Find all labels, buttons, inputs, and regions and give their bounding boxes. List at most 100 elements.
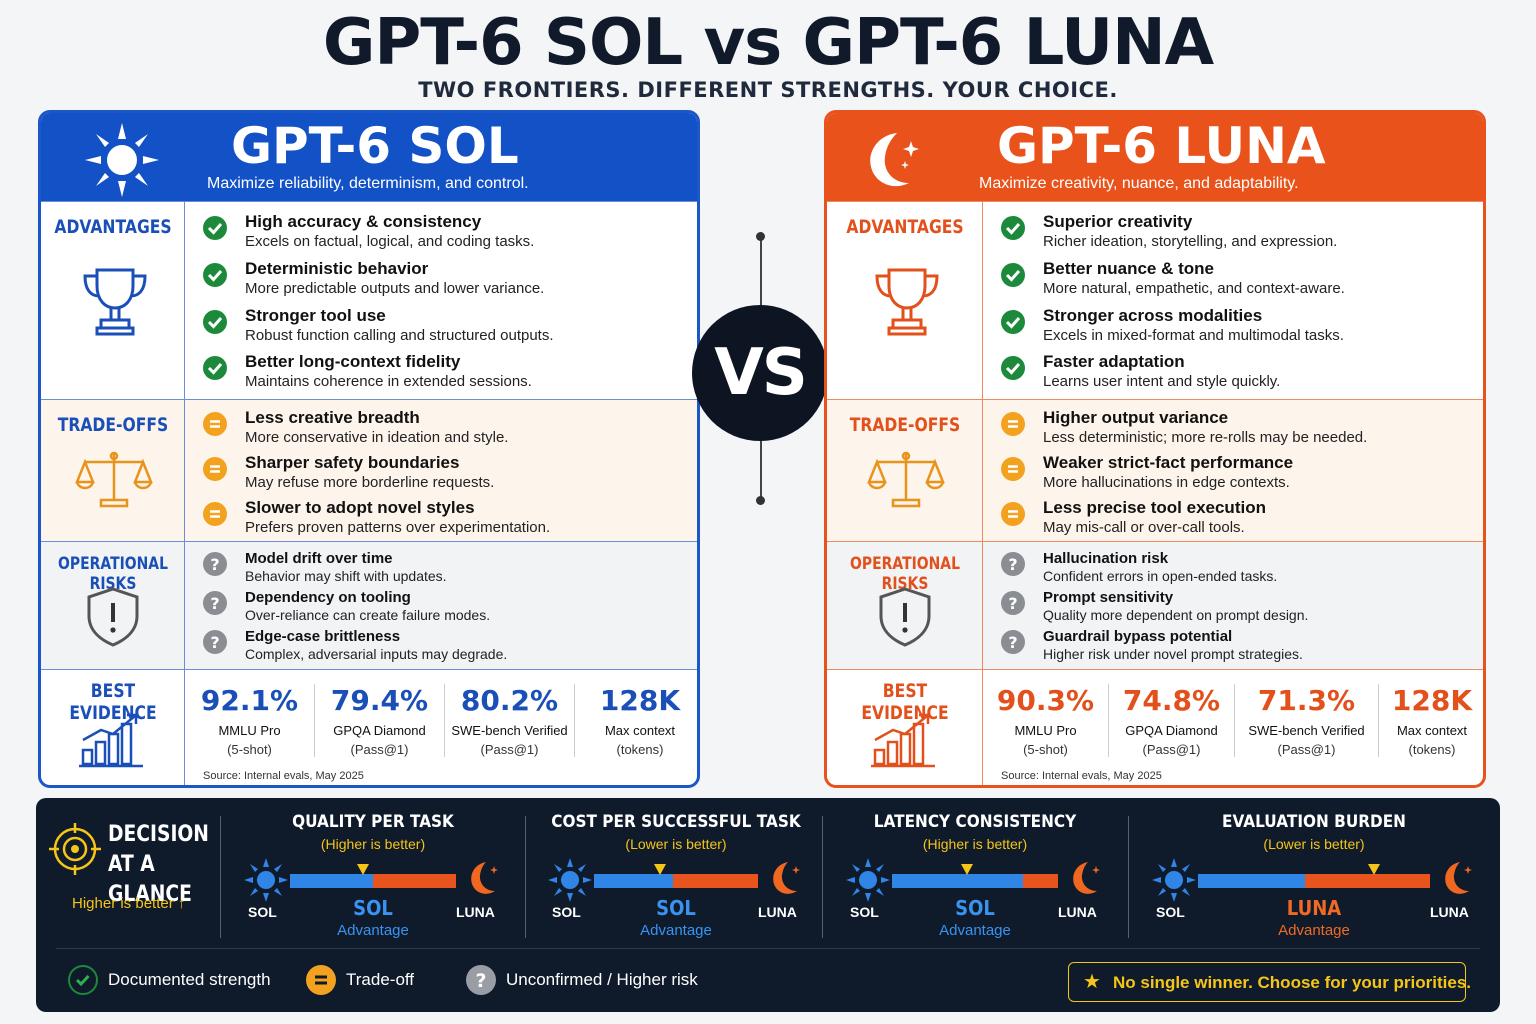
check-icon: [203, 216, 227, 240]
question-icon: ?: [203, 591, 227, 615]
check-icon: [203, 263, 227, 287]
metric-advantage: Advantage: [939, 922, 1011, 939]
metric-advantage: Advantage: [337, 922, 409, 939]
svg-text:?: ?: [1008, 594, 1017, 613]
sol-risks-section: OPERATIONAL RISKS ? Model drift over tim…: [41, 541, 697, 669]
luna-label: LUNA: [1430, 904, 1469, 920]
check-icon: [1001, 263, 1025, 287]
sol-label: SOL: [248, 904, 277, 920]
sol-card: GPT-6 SOL Maximize reliability, determin…: [38, 110, 700, 788]
metric-hint: (Lower is better): [1263, 836, 1365, 852]
decision-panel: DECISION AT A GLANCE Higher is better ↑ Q…: [36, 798, 1500, 1012]
luna-label: LUNA: [1058, 904, 1097, 920]
metric-title: COST PER SUCCESSFUL TASK: [551, 812, 801, 832]
metric-title: EVALUATION BURDEN: [1221, 812, 1406, 832]
vs-line-dot: [756, 496, 765, 505]
vs-line-dot: [756, 232, 765, 241]
question-icon: ?: [203, 630, 227, 654]
luna-tradeoffs-section: TRADE-OFFS Higher output variance Less d…: [827, 399, 1483, 541]
decision-metric: EVALUATION BURDEN (Lower is better) SOL LUN…: [1134, 798, 1494, 948]
sol-evidence-stat: 79.4% GPQA Diamond (Pass@1): [315, 684, 445, 757]
sun-icon: [846, 858, 890, 907]
decision-at-a-glance: DECISION AT A GLANCE Higher is better ↑: [36, 798, 220, 938]
scales-icon: [75, 451, 153, 508]
sol-bar-segment: [290, 874, 373, 888]
sun-icon: [85, 123, 159, 197]
sol-tagline: Maximize reliability, determinism, and c…: [207, 175, 529, 192]
svg-text:?: ?: [210, 633, 219, 652]
decision-metric: COST PER SUCCESSFUL TASK (Lower is better…: [530, 798, 822, 948]
comparison-bar: [594, 864, 758, 888]
sol-source-note: Source: Internal evals, May 2025: [203, 770, 364, 782]
check-icon: [1001, 356, 1025, 380]
position-marker: [961, 864, 973, 875]
luna-evidence-stat: 74.8% GPQA Diamond (Pass@1): [1109, 684, 1235, 757]
equals-icon: [1001, 502, 1025, 526]
sol-tradeoffs-section: TRADE-OFFS Less creative breadth More co…: [41, 399, 697, 541]
moon-icon: [464, 858, 504, 903]
decision-title-line1: DECISION: [108, 822, 209, 847]
advantages-label: ADVANTAGES: [54, 216, 172, 238]
luna-tagline: Maximize creativity, nuance, and adaptab…: [979, 175, 1299, 192]
page-title: GPT-6 SOL vs GPT-6 LUNA: [322, 6, 1214, 80]
growth-chart-icon: [871, 713, 935, 768]
question-icon: ?: [203, 552, 227, 576]
winner-note: ★ No single winner. Choose for your prio…: [1068, 962, 1471, 1002]
metric-title: QUALITY PER TASK: [292, 812, 454, 832]
moon-icon: [766, 858, 806, 903]
luna-evidence-stat: 90.3% MMLU Pro (5-shot): [983, 684, 1109, 757]
equals-icon: [203, 412, 227, 436]
equals-icon: [203, 457, 227, 481]
comparison-bar: [892, 864, 1058, 888]
check-icon: [203, 356, 227, 380]
equals-icon: [1001, 412, 1025, 436]
luna-name: GPT-6 LUNA: [997, 117, 1326, 175]
question-icon: ?: [1001, 591, 1025, 615]
svg-text:?: ?: [475, 970, 486, 992]
check-icon: [1001, 310, 1025, 334]
metric-hint: (Higher is better): [320, 836, 426, 852]
luna-label: LUNA: [456, 904, 495, 920]
position-marker: [654, 864, 666, 875]
sol-label: SOL: [850, 904, 879, 920]
tradeoffs-label: TRADE-OFFS: [57, 414, 169, 436]
sol-bar-segment: [1198, 874, 1305, 888]
equals-icon: [306, 965, 336, 995]
target-icon: [49, 823, 101, 875]
sol-evidence-stat: 128K Max context (tokens): [599, 684, 681, 757]
sol-advantages-section: ADVANTAGES High accuracy & consistency E…: [41, 201, 697, 399]
luna-evidence-section: BEST EVIDENCE 90.3% MMLU Pro (5-shot) 74.8…: [827, 669, 1483, 785]
metric-advantage: Advantage: [640, 922, 712, 939]
check-icon: [1001, 216, 1025, 240]
sol-bar-segment: [594, 874, 673, 888]
question-icon: ?: [1001, 630, 1025, 654]
sol-label: SOL: [552, 904, 581, 920]
moon-icon: [1066, 858, 1106, 903]
metric-title: LATENCY CONSISTENCY: [873, 812, 1077, 832]
metric-hint: (Lower is better): [625, 836, 727, 852]
sol-evidence-section: BEST EVIDENCE 92.1% MMLU Pro (5-shot) 79.4…: [41, 669, 697, 785]
position-marker: [1368, 864, 1380, 875]
sol-evidence-stat: 92.1% MMLU Pro (5-shot): [185, 684, 315, 757]
sol-label: SOL: [1156, 904, 1185, 920]
luna-bar-segment: [1023, 874, 1058, 888]
luna-risks-section: OPERATIONAL RISKS ? Hallucination risk C…: [827, 541, 1483, 669]
metric-winner: SOL: [353, 896, 393, 920]
comparison-bar: [1198, 864, 1430, 888]
metric-winner: SOL: [656, 896, 696, 920]
decision-metric: LATENCY CONSISTENCY (Higher is better) SOL…: [828, 798, 1122, 948]
sol-bar-segment: [892, 874, 1023, 888]
moon-icon: [870, 133, 919, 187]
svg-text:?: ?: [210, 555, 219, 574]
metric-winner: SOL: [955, 896, 995, 920]
shield-icon: [879, 587, 931, 647]
star-icon: ★: [1083, 971, 1101, 993]
risks-label: OPERATIONAL RISKS: [850, 554, 960, 594]
sol-name: GPT-6 SOL: [231, 117, 519, 175]
sun-icon: [244, 858, 288, 907]
sol-evidence-stat: 80.2% SWE-bench Verified (Pass@1): [445, 684, 575, 757]
comparison-bar: [290, 864, 456, 888]
luna-source-note: Source: Internal evals, May 2025: [1001, 770, 1162, 782]
luna-header: GPT-6 LUNA Maximize creativity, nuance, …: [827, 113, 1483, 201]
equals-icon: [1001, 457, 1025, 481]
